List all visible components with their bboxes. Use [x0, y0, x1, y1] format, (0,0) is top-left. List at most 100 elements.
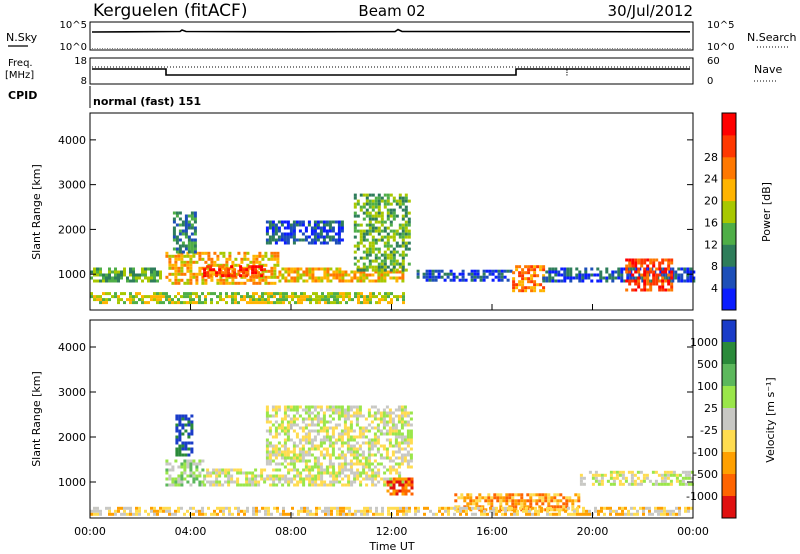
- velocity-cell: [465, 509, 468, 513]
- velocity-cell: [283, 456, 287, 460]
- velocity-cell: [304, 462, 308, 466]
- velocity-cell: [265, 411, 269, 415]
- power-cell: [635, 276, 639, 280]
- power-cell: [231, 292, 234, 296]
- velocity-cell: [621, 473, 625, 477]
- power-cell: [368, 211, 372, 215]
- power-cell: [611, 273, 615, 277]
- power-cell: [252, 295, 255, 299]
- velocity-cell: [274, 447, 278, 451]
- power-cell: [369, 298, 372, 302]
- velocity-cell: [505, 499, 509, 503]
- power-cell: [251, 274, 255, 278]
- power-cell: [271, 226, 275, 230]
- power-cell: [643, 261, 647, 265]
- power-cell: [625, 288, 629, 292]
- power-cell: [398, 199, 402, 203]
- velocity-cell: [254, 477, 258, 481]
- velocity-cell: [283, 438, 287, 442]
- power-cell: [353, 220, 357, 224]
- velocity-cell: [189, 468, 193, 472]
- power-cell: [335, 267, 339, 271]
- power-cell: [171, 298, 174, 302]
- power-cell: [270, 275, 274, 279]
- velocity-cell: [286, 453, 290, 457]
- velocity-cell: [627, 512, 630, 516]
- velocity-cell: [195, 465, 199, 469]
- power-cell: [428, 269, 432, 273]
- power-cell: [212, 268, 216, 272]
- power-cell: [339, 295, 342, 299]
- power-cell: [198, 251, 202, 255]
- power-cell: [335, 273, 339, 277]
- velocity-cell: [562, 496, 566, 500]
- power-cell: [175, 223, 179, 227]
- velocity-cell: [329, 471, 333, 475]
- velocity-cell: [400, 423, 404, 427]
- power-cell: [479, 278, 483, 282]
- power-cell: [260, 274, 264, 278]
- power-cell: [383, 250, 387, 254]
- power-cell: [126, 279, 129, 283]
- velocity-cell: [340, 465, 344, 469]
- velocity-cell: [409, 411, 413, 415]
- velocity-cell: [313, 414, 317, 418]
- power-cell: [446, 275, 450, 279]
- power-cell: [628, 264, 632, 268]
- power-cell: [356, 268, 360, 272]
- power-cell: [377, 250, 381, 254]
- velocity-cell: [292, 441, 296, 445]
- velocity-cell: [556, 505, 560, 509]
- power-cell: [255, 281, 259, 285]
- velocity-cell: [513, 512, 516, 516]
- velocity-cell: [400, 405, 404, 409]
- velocity-cell: [529, 505, 533, 509]
- power-cell: [293, 276, 297, 280]
- velocity-cell: [490, 496, 494, 500]
- power-echo-region: [416, 269, 513, 282]
- velocity-cell: [394, 432, 398, 436]
- power-cell: [351, 298, 354, 302]
- velocity-cell: [93, 506, 96, 510]
- velocity-cell: [267, 509, 270, 513]
- power-cell: [557, 279, 561, 283]
- power-cell: [264, 269, 268, 273]
- velocity-cell: [346, 408, 350, 412]
- velocity-cell: [198, 474, 202, 478]
- velocity-cell: [286, 435, 290, 439]
- velocity-cell: [426, 506, 429, 510]
- velocity-cell: [403, 414, 407, 418]
- power-cell: [302, 273, 306, 277]
- power-cell: [652, 282, 656, 286]
- time-tick-label: 16:00: [476, 525, 508, 538]
- power-cell: [326, 267, 330, 271]
- power-cell: [533, 289, 537, 293]
- velocity-cell: [327, 506, 330, 510]
- velocity-cell: [311, 474, 315, 478]
- power-cell: [587, 276, 591, 280]
- velocity-cell: [271, 414, 275, 418]
- velocity-echo-region: [265, 405, 413, 469]
- power-cell: [395, 262, 399, 266]
- velocity-cell: [195, 477, 199, 481]
- power-cell: [665, 273, 669, 277]
- power-cell: [449, 278, 453, 282]
- power-cell: [368, 226, 372, 230]
- power-cell: [326, 279, 330, 283]
- power-cell: [605, 270, 609, 274]
- power-cell: [189, 257, 193, 261]
- power-cell: [398, 253, 402, 257]
- velocity-cell: [307, 447, 311, 451]
- velocity-cell: [481, 496, 485, 500]
- velocity-cell: [274, 426, 278, 430]
- velocity-cell: [401, 483, 405, 487]
- power-cell: [195, 272, 199, 276]
- power-cell: [231, 298, 234, 302]
- velocity-cell: [672, 470, 676, 474]
- velocity-cell: [236, 468, 240, 472]
- velocity-cell: [403, 405, 407, 409]
- velocity-cell: [178, 420, 182, 424]
- power-cell: [207, 251, 211, 255]
- power-cell: [446, 272, 450, 276]
- velocity-cell: [189, 459, 193, 463]
